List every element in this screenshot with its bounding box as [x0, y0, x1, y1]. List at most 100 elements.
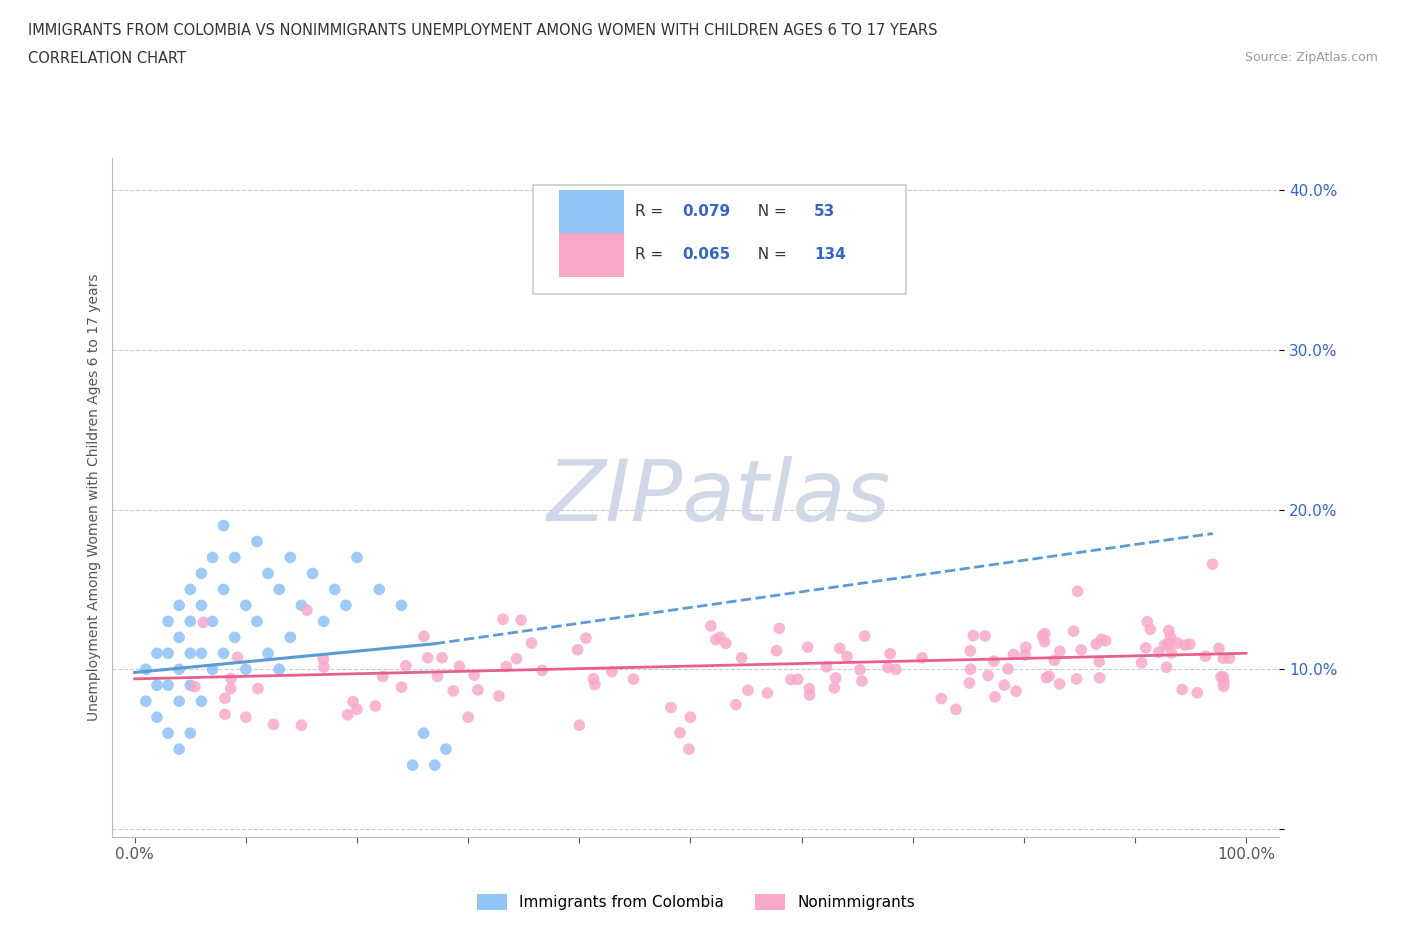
Point [1174, 638, 1197, 653]
Point [235, 662, 257, 677]
Point [146, 710, 169, 724]
Point [1005, 684, 1028, 698]
Point [263, 717, 285, 732]
Point [799, 687, 821, 702]
Point [135, 694, 157, 709]
Point [1049, 644, 1071, 658]
Point [659, 700, 682, 715]
Point [1160, 630, 1182, 644]
Point [135, 662, 157, 677]
Point [730, 650, 752, 665]
Point [246, 614, 269, 629]
Point [1208, 641, 1230, 656]
Point [323, 582, 346, 597]
Point [1147, 644, 1170, 659]
FancyBboxPatch shape [533, 185, 905, 294]
Point [531, 663, 554, 678]
Point [1212, 651, 1234, 666]
Point [335, 598, 357, 613]
Point [796, 640, 818, 655]
Point [815, 659, 838, 674]
Point [505, 651, 527, 666]
Point [724, 698, 747, 712]
Point [835, 649, 858, 664]
Point [1156, 659, 1178, 674]
FancyBboxPatch shape [560, 190, 624, 234]
Point [395, 658, 418, 673]
Point [441, 684, 464, 698]
Point [201, 614, 224, 629]
Text: 0.065: 0.065 [682, 247, 730, 262]
Point [212, 582, 235, 597]
Point [179, 678, 201, 693]
Point [219, 671, 242, 686]
Point [257, 645, 280, 660]
Point [799, 681, 821, 696]
Point [184, 679, 207, 694]
Point [336, 708, 359, 723]
Point [157, 725, 180, 740]
Point [1185, 685, 1208, 700]
Point [430, 650, 453, 665]
Text: 134: 134 [814, 247, 845, 262]
Point [364, 698, 387, 713]
Point [1159, 635, 1181, 650]
Point [828, 641, 851, 656]
Point [224, 550, 246, 565]
Point [1035, 671, 1057, 685]
Point [1178, 637, 1201, 652]
Point [824, 671, 846, 685]
Point [583, 677, 606, 692]
Point [290, 598, 312, 613]
Point [346, 702, 368, 717]
Point [957, 675, 980, 690]
Point [413, 629, 436, 644]
Point [219, 681, 242, 696]
Point [1136, 614, 1159, 629]
Point [600, 664, 623, 679]
Point [179, 582, 201, 597]
Point [1194, 649, 1216, 664]
Point [997, 661, 1019, 676]
Point [1090, 632, 1112, 647]
Point [1212, 670, 1234, 684]
Point [235, 598, 257, 613]
Point [823, 681, 845, 696]
Point [423, 758, 446, 773]
Point [678, 742, 700, 757]
Point [401, 758, 423, 773]
Point [1063, 624, 1085, 639]
Point [623, 671, 645, 686]
Point [669, 725, 692, 740]
Point [877, 660, 900, 675]
Point [426, 669, 449, 684]
Point [434, 742, 457, 757]
Point [700, 618, 723, 633]
Point [1070, 643, 1092, 658]
Point [765, 644, 787, 658]
Point [1153, 637, 1175, 652]
Point [212, 645, 235, 660]
Point [993, 678, 1015, 693]
Point [1088, 655, 1111, 670]
Text: 0.079: 0.079 [682, 205, 730, 219]
Point [190, 598, 212, 613]
Point [1049, 676, 1071, 691]
Point [157, 678, 180, 693]
Point [495, 659, 517, 674]
Point [157, 645, 180, 660]
Point [167, 598, 190, 613]
Point [457, 710, 479, 724]
Point [301, 566, 323, 581]
Point [1015, 640, 1038, 655]
Point [1094, 633, 1116, 648]
Point [1139, 622, 1161, 637]
Point [779, 672, 801, 687]
Point [391, 680, 413, 695]
Point [246, 681, 269, 696]
Point [1160, 645, 1182, 660]
Point [179, 645, 201, 660]
Point [959, 662, 981, 677]
Text: N =: N = [748, 205, 792, 219]
Point [226, 650, 249, 665]
